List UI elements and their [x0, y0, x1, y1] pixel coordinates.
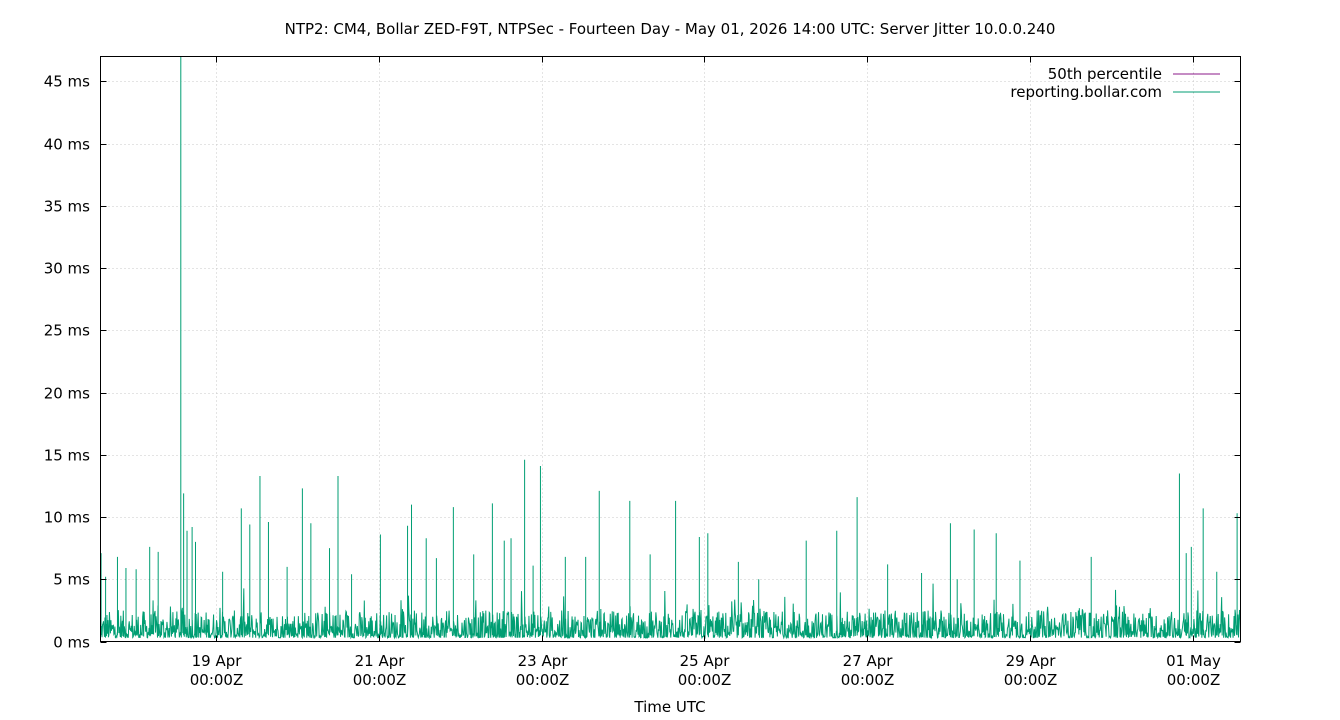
x-tick-label: 23 Apr — [518, 652, 569, 670]
x-tick-label: 21 Apr — [355, 652, 406, 670]
x-tick-label: 00:00Z — [190, 671, 244, 689]
legend-entry-label: 50th percentile — [1048, 65, 1162, 83]
y-tick-label: 45 ms — [44, 73, 90, 91]
axis-ticks: 0 ms 5 ms 10 ms 15 ms 20 ms 25 ms 30 ms 35 ms 40… — [44, 56, 1241, 689]
y-tick-label: 40 ms — [44, 136, 90, 154]
y-tick-label: 0 ms — [53, 634, 90, 652]
x-tick-label: 00:00Z — [516, 671, 570, 689]
x-tick-label: 29 Apr — [1006, 652, 1057, 670]
y-tick-label: 25 ms — [44, 322, 90, 340]
y-tick-label: 20 ms — [44, 385, 90, 403]
x-tick-label: 19 Apr — [192, 652, 243, 670]
x-tick-label: 00:00Z — [1167, 671, 1221, 689]
x-tick-label: 27 Apr — [843, 652, 894, 670]
chart-title: NTP2: CM4, Bollar ZED-F9T, NTPSec - Four… — [285, 20, 1056, 38]
y-tick-label: 15 ms — [44, 447, 90, 465]
x-tick-label: 25 Apr — [680, 652, 731, 670]
x-tick-label: 00:00Z — [1004, 671, 1058, 689]
x-tick-label: 00:00Z — [678, 671, 732, 689]
x-tick-label: 00:00Z — [841, 671, 895, 689]
y-tick-label: 30 ms — [44, 260, 90, 278]
y-tick-label: 10 ms — [44, 509, 90, 527]
legend-entry-label: reporting.bollar.com — [1010, 83, 1162, 101]
x-tick-label: 00:00Z — [353, 671, 407, 689]
series-line-reporting — [100, 56, 1241, 640]
x-axis-label: Time UTC — [633, 698, 705, 716]
plot-frame — [100, 56, 1241, 642]
y-tick-label: 35 ms — [44, 198, 90, 216]
y-tick-label: 5 ms — [53, 571, 90, 589]
series-layer — [100, 56, 1241, 640]
x-tick-label: 01 May — [1166, 652, 1221, 670]
grid-lines — [100, 56, 1241, 642]
